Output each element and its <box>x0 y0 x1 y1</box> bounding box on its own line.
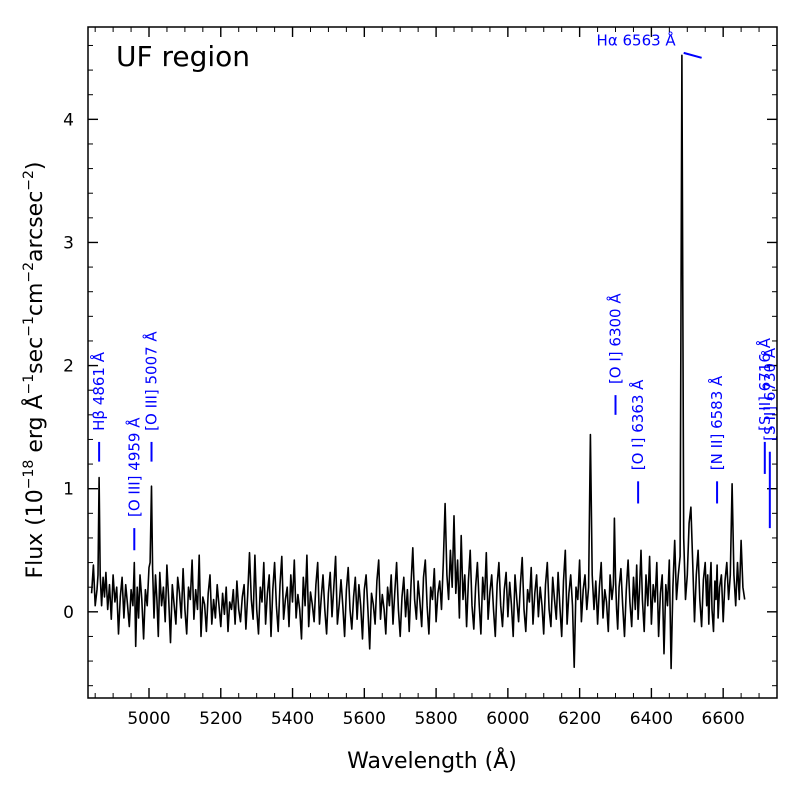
line-label: [O I] 6363 Å <box>628 379 647 470</box>
line-label: [N II] 6583 Å <box>707 375 726 470</box>
y-label-exp2: −1 <box>21 374 37 395</box>
y-label-mid1: erg Å <box>21 394 48 459</box>
y-tick-label: 3 <box>63 233 74 253</box>
x-tick-label: 5400 <box>271 709 314 729</box>
line-label: [O I] 6300 Å <box>606 293 625 384</box>
spectrum-line <box>90 54 746 670</box>
y-label-exp4: −2 <box>21 262 37 283</box>
line-label: [O III] 4959 Å <box>124 417 143 517</box>
x-axis-label: Wavelength (Å) <box>347 747 517 774</box>
y-label-prefix: Flux (10 <box>23 489 48 578</box>
y-label-exp1: −18 <box>21 460 37 490</box>
axis-ticks: 5000 5200 5400 5600 5800 6000 6200 6400 6600 0 1 2 3… <box>63 27 778 729</box>
y-tick-label: 2 <box>63 357 74 377</box>
x-tick-label: 5000 <box>127 709 170 729</box>
line-label: Hα 6563 Å <box>597 30 677 49</box>
y-label-exp3: −1 <box>21 316 37 337</box>
y-tick-label: 4 <box>63 110 74 130</box>
y-label-suffix: ) <box>23 161 48 170</box>
panel-title: UF region <box>116 40 250 73</box>
x-tick-label: 6400 <box>630 709 673 729</box>
x-tick-label: 6200 <box>558 709 601 729</box>
y-label-mid4: arcsec <box>23 191 48 262</box>
y-label-mid2: sec <box>23 337 48 374</box>
x-tick-label: 5600 <box>343 709 386 729</box>
x-tick-label: 5200 <box>199 709 242 729</box>
plot-frame <box>87 26 778 699</box>
y-label-exp5: −2 <box>21 170 37 191</box>
emission-line-annotations: Hβ 4861 Å [O III] 4959 Å[O III] 5007 Å [O … <box>89 30 779 551</box>
y-tick-label: 0 <box>63 603 74 623</box>
line-label: Hβ 4861 Å <box>89 351 108 431</box>
line-label: [S II] 6716 Å <box>755 337 774 431</box>
x-tick-label: 5800 <box>414 709 457 729</box>
line-marker <box>683 51 702 59</box>
x-tick-label: 6600 <box>702 709 745 729</box>
y-label-mid3: cm <box>23 283 48 317</box>
y-tick-label: 1 <box>63 480 74 500</box>
y-axis-label: Flux (10−18 erg Å−1sec−1cm−2arcsec−2) <box>21 161 48 578</box>
line-label: [O III] 5007 Å <box>142 331 161 431</box>
x-tick-label: 6000 <box>486 709 529 729</box>
line-label: [S II] 6730 Å <box>760 347 779 441</box>
